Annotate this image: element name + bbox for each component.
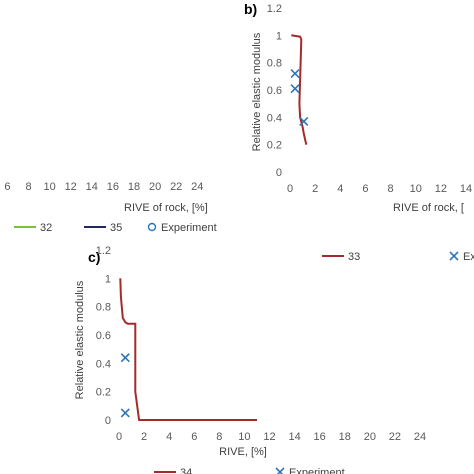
panel-b-series-Ex-point-0 [290,69,300,79]
panel-c-x-tick-10: 10 [238,431,250,443]
panel-b-y-tick-0.2: 0.2 [267,140,282,152]
panel-b-label: b) [244,1,257,17]
panel-b-y-tick-0.6: 0.6 [267,85,282,97]
panel-a-legend-item-2-label: Experiment [161,222,217,234]
panel-b-x-tick-2: 2 [312,183,318,195]
panel-c-x-tick-14: 14 [288,431,300,443]
panel-a-x-ticks: 6 8 10 12 14 16 18 20 22 24 [4,181,203,193]
panel-c-x-tick-0: 0 [116,431,122,443]
panel-a-x-tick-10: 10 [43,181,55,193]
panel-c-x-tick-8: 8 [216,431,222,443]
panel-b-series-33-line [291,34,308,145]
panel-b-series-Ex-point-1-stroke-2 [290,84,300,94]
panel-c-x-axis-label: RIVE, [%] [219,446,267,458]
panel-b-series-Ex-point-2-stroke-2 [299,116,309,126]
panel-c-y-tick-0.4: 0.4 [96,358,111,370]
panel-c-x-tick-18: 18 [339,431,351,443]
panel-b-y-ticks: 0 0.2 0.4 0.6 0.8 1 1.2 [267,3,282,179]
panel-a-x-tick-6: 6 [4,181,10,193]
panel-c-x-tick-16: 16 [314,431,326,443]
panel-b-x-axis-label: RIVE of rock, [ [393,202,464,214]
panel-c-series-Experiment-point-0-stroke-2 [120,353,130,363]
panel-c-y-tick-0: 0 [105,415,111,427]
panel-c-legend-item-1-label: Experiment [289,467,345,474]
panel-b-y-axis-label: Relative elastic modulus [251,32,263,151]
panel-b-x-tick-4: 4 [337,183,343,195]
panel-b-legend-item-1-label: Ex [463,251,474,263]
panel-a-legend: 32 35 Experiment [14,222,217,234]
panel-c-x-tick-6: 6 [191,431,197,443]
panel-b-x-tick-0: 0 [287,183,293,195]
panel-c-y-tick-1: 1 [105,273,111,285]
panel-c: c) Relative elastic modulus 0 0.2 0.4 0.6 0.… [74,245,426,474]
panel-b-legend-item-1-swatch-stroke-2 [449,251,459,261]
panel-c-y-tick-0.6: 0.6 [96,330,111,342]
panel-a-x-tick-22: 22 [170,181,182,193]
panel-b-x-tick-10: 10 [410,183,422,195]
panel-c-x-tick-4: 4 [166,431,172,443]
panel-c-series-Experiment-point-1-stroke-2 [120,408,130,418]
panel-b-x-ticks: 0 2 4 6 8 10 12 14 [287,183,472,195]
panel-c-legend-item-1-swatch-stroke-2 [276,467,285,474]
panel-a-x-tick-16: 16 [107,181,119,193]
panel-c-x-tick-22: 22 [389,431,401,443]
panel-b-series-Ex-point-2 [299,116,309,126]
panel-b-y-tick-1: 1 [276,30,282,42]
panel-b-y-tick-1.2: 1.2 [267,3,282,15]
panel-c-series-34-line [119,278,257,421]
panel-a-legend-item-2-swatch [147,222,157,232]
panel-a-x-tick-8: 8 [25,181,31,193]
panel-a-legend-item-0-label: 32 [40,222,52,234]
panel-a: 6 8 10 12 14 16 18 20 22 24 RIVE of rock, [%] 32 3… [4,181,216,234]
panel-b-y-tick-0.4: 0.4 [267,112,282,124]
panel-a-x-tick-18: 18 [128,181,140,193]
panel-a-x-tick-12: 12 [65,181,77,193]
panel-c-y-tick-1.2: 1.2 [96,245,111,257]
panel-c-y-tick-0.8: 0.8 [96,302,111,314]
panel-a-x-tick-14: 14 [86,181,98,193]
panel-b-legend-item-1-swatch [449,251,459,261]
panel-c-x-tick-12: 12 [263,431,275,443]
panel-a-x-tick-20: 20 [149,181,161,193]
panel-c-y-axis-label: Relative elastic modulus [74,280,86,399]
panel-b-series [290,34,309,145]
panel-c-series-Experiment-point-0 [120,353,130,363]
panel-c-legend: 34 Experiment [154,467,345,474]
panel-a-x-axis-label: RIVE of rock, [%] [124,202,208,214]
panel-c-series [119,278,257,421]
panel-b-x-tick-6: 6 [362,183,368,195]
panel-c-x-tick-24: 24 [414,431,426,443]
panel-b-y-tick-0: 0 [276,167,282,179]
panel-c-y-ticks: 0 0.2 0.4 0.6 0.8 1 1.2 [96,245,111,427]
panel-b-y-tick-0.8: 0.8 [267,58,282,70]
panel-b: b) Relative elastic modulus 0 0.2 0.4 0.6 0.… [244,1,474,263]
panel-a-legend-item-1-label: 35 [110,222,122,234]
panel-c-series-Experiment-point-1 [120,408,130,418]
panel-c-x-tick-2: 2 [141,431,147,443]
panel-c-legend-item-1-swatch [275,467,285,474]
panel-c-legend-item-0-label: 34 [180,467,192,474]
panel-c-y-tick-0.2: 0.2 [96,387,111,399]
panel-b-legend: 33 Ex [322,251,474,263]
panel-b-series-Ex-point-0-stroke-2 [290,69,300,79]
panel-b-series-Ex-point-1 [290,84,300,94]
panel-b-legend-item-0-label: 33 [348,251,360,263]
panel-c-x-tick-20: 20 [364,431,376,443]
panel-c-x-ticks: 0 2 4 6 8 10 12 14 16 18 20 22 24 [116,431,426,443]
panel-b-x-tick-14: 14 [460,183,472,195]
panel-c-label: c) [88,249,100,265]
panel-b-x-tick-12: 12 [435,183,447,195]
panel-a-x-tick-24: 24 [191,181,203,193]
panel-b-x-tick-8: 8 [388,183,394,195]
